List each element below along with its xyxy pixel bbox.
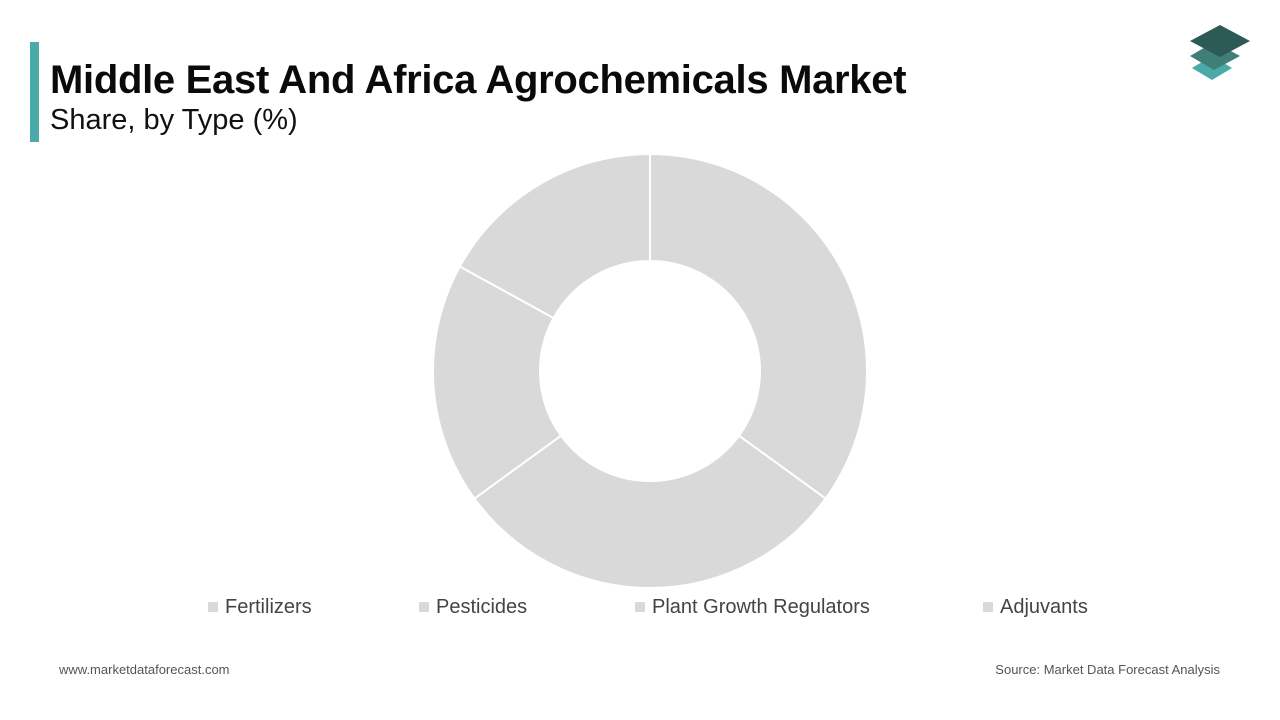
footer-website: www.marketdataforecast.com [59, 662, 230, 677]
legend-label: Adjuvants [1000, 595, 1088, 618]
stacked-layers-icon [1190, 25, 1250, 80]
pie-slice-adjuvants [458, 152, 651, 320]
page-title: Middle East And Africa Agrochemicals Mar… [50, 58, 907, 102]
legend-item: Plant Growth Regulators [635, 594, 870, 620]
legend-swatch [635, 602, 645, 612]
legend-label: Fertilizers [225, 595, 312, 618]
title-accent-bar [30, 42, 39, 142]
legend-label: Pesticides [436, 595, 528, 618]
page-subtitle: Share, by Type (%) [50, 104, 298, 136]
logo-layer-middle [1190, 42, 1240, 70]
legend-item: Fertilizers [208, 594, 312, 620]
footer-source: Source: Market Data Forecast Analysis [995, 662, 1220, 677]
logo-layer-top [1190, 25, 1250, 57]
legend-item: Pesticides [419, 594, 527, 620]
chart-legend: Fertilizers Pesticides Plant Growth Regula… [0, 594, 1280, 620]
pie-slice-plant-growth-regulators [432, 265, 563, 500]
legend-swatch [419, 602, 429, 612]
legend-swatch [983, 602, 993, 612]
pie-slice-fertilizers [649, 152, 868, 500]
legend-label: Plant Growth Regulators [652, 595, 870, 618]
pie-slice-pesticides [473, 434, 827, 589]
legend-item: Adjuvants [983, 594, 1088, 620]
legend-swatch [208, 602, 218, 612]
